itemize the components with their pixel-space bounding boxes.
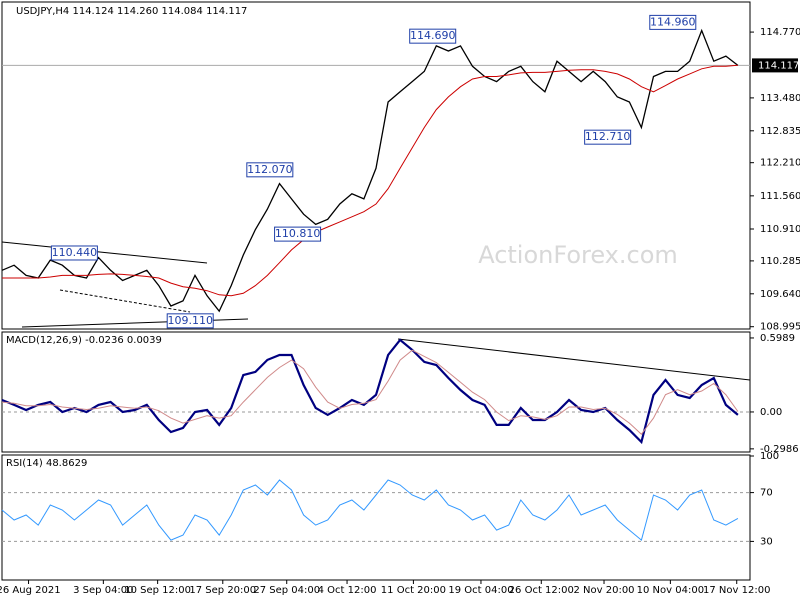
macd-title: MACD(12,26,9) -0.0236 0.0039 (6, 335, 162, 346)
y-tick-label: 100 (760, 451, 779, 462)
y-tick-label: 30 (760, 536, 773, 547)
watermark: ActionForex.com (478, 241, 678, 269)
annotation-box (166, 313, 214, 329)
last-price-label: 114.117 (758, 60, 799, 71)
y-tick-label: 111.560 (760, 191, 800, 202)
chart-title: USDJPY,H4 114.124 114.260 114.084 114.11… (16, 6, 247, 17)
x-tick-label: 10 Nov 04:00 (637, 585, 704, 596)
series-line (2, 64, 738, 297)
annotation-box (246, 162, 294, 178)
last-price-box (752, 58, 798, 73)
trendline (397, 338, 751, 381)
y-tick-label: 113.480 (760, 93, 800, 104)
annotation-label: 114.960 (650, 15, 696, 28)
y-tick-label: 112.210 (760, 158, 800, 169)
series-line (1, 338, 739, 445)
y-tick-label: 108.995 (760, 322, 800, 333)
y-tick-label: 70 (760, 488, 773, 499)
y-tick-label: 110.285 (760, 256, 800, 267)
rsi-pane (1, 454, 751, 581)
rsi-title: RSI(14) 48.8629 (6, 458, 87, 469)
x-tick-label: 27 Sep 04:00 (253, 585, 320, 596)
x-tick-label: 3 Sep 04:00 (73, 585, 133, 596)
x-tick-label: 26 Aug 2021 (0, 585, 61, 596)
y-tick-label: 112.835 (760, 126, 800, 137)
x-tick-label: 19 Oct 04:00 (448, 585, 513, 596)
annotation-label: 112.710 (585, 130, 631, 143)
annotation-label: 114.690 (410, 29, 456, 42)
series-line (1, 28, 739, 313)
trendline (1, 241, 208, 264)
annotation-label: 109.110 (167, 314, 213, 327)
x-tick-label: 26 Oct 12:00 (509, 585, 574, 596)
x-tick-label: 4 Oct 12:00 (318, 585, 377, 596)
x-tick-label: 2 Nov 20:00 (573, 585, 634, 596)
x-tick-label: 10 Sep 12:00 (124, 585, 191, 596)
annotation-label: 110.810 (275, 227, 321, 240)
x-tick-label: 17 Sep 20:00 (189, 585, 256, 596)
annotation-box (649, 14, 697, 30)
x-tick-label: 11 Oct 20:00 (381, 585, 446, 596)
y-tick-label: 114.770 (760, 27, 800, 38)
y-tick-label: 109.640 (760, 289, 800, 300)
annotation-box (584, 129, 632, 145)
annotation-label: 112.070 (247, 163, 293, 176)
annotation-label: 110.440 (52, 246, 98, 259)
y-tick-label: 0.5989 (760, 333, 795, 344)
trendline (59, 289, 191, 313)
y-tick-label: 0.00 (760, 407, 782, 418)
annotation-box (50, 245, 98, 261)
annotation-box (274, 226, 322, 242)
series-line (1, 349, 739, 435)
y-tick-label: 110.910 (760, 224, 800, 235)
annotation-box (409, 28, 457, 44)
x-tick-label: 17 Nov 12:00 (703, 585, 770, 596)
y-tick-label: -0.2986 (760, 444, 799, 455)
series-line (1, 479, 739, 541)
